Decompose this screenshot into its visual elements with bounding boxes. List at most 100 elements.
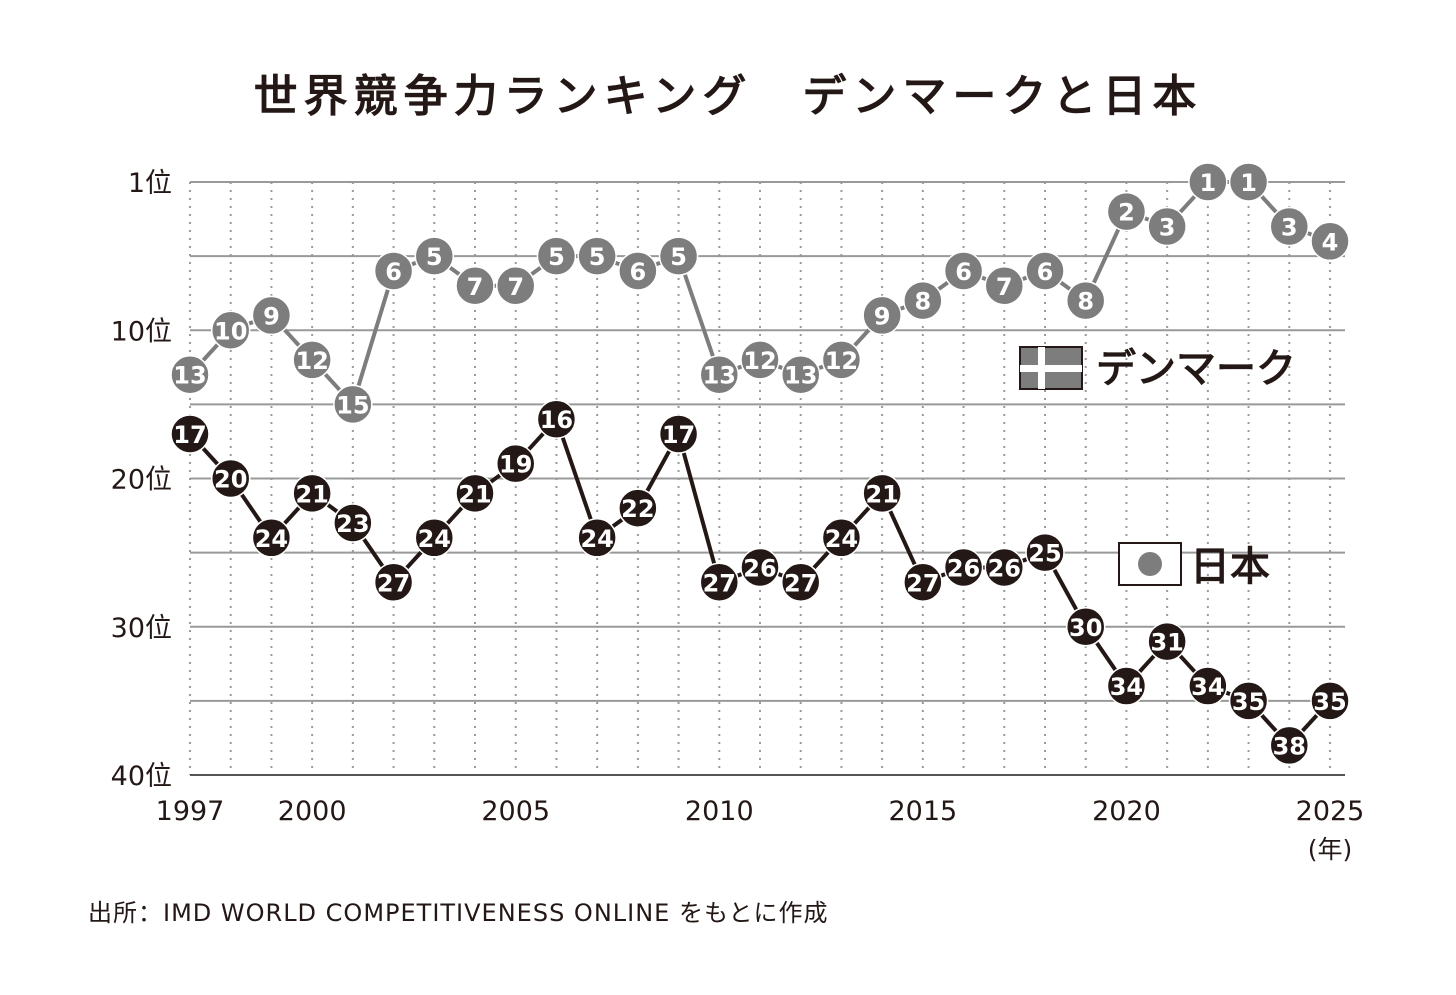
data-label: 13 — [173, 362, 206, 390]
legend-label-denmark: デンマーク — [1096, 346, 1296, 392]
data-point — [780, 562, 821, 603]
data-label: 22 — [621, 495, 654, 523]
data-point — [577, 518, 617, 558]
data-label: 27 — [377, 569, 410, 597]
data-point — [210, 458, 251, 499]
data-point — [455, 473, 495, 514]
data-label: 13 — [784, 362, 817, 390]
data-label: 4 — [1322, 228, 1339, 256]
data-point — [618, 251, 658, 291]
data-point — [984, 266, 1025, 306]
data-label: 7 — [996, 273, 1013, 301]
data-label: 19 — [499, 451, 532, 479]
data-label: 21 — [865, 480, 898, 508]
data-point — [292, 473, 332, 514]
data-point — [1228, 681, 1269, 721]
data-point — [943, 547, 984, 588]
data-label: 31 — [1150, 629, 1183, 657]
data-label: 34 — [1110, 673, 1143, 701]
data-label: 7 — [507, 273, 524, 301]
legend-label-japan: 日本 — [1190, 544, 1270, 590]
y-tick-label: 20位 — [111, 465, 172, 496]
data-label: 13 — [703, 362, 736, 390]
data-label: 3 — [1159, 213, 1176, 241]
data-point — [373, 562, 414, 603]
data-label: 3 — [1281, 213, 1298, 241]
data-label: 6 — [1037, 258, 1054, 286]
data-point — [658, 236, 699, 276]
x-axis-label: (年) — [1308, 835, 1353, 864]
data-label: 26 — [743, 554, 776, 582]
x-tick-label: 2025 — [1296, 796, 1365, 827]
data-point — [292, 340, 332, 380]
data-label: 26 — [947, 554, 980, 582]
y-tick-label: 10位 — [111, 316, 172, 347]
data-point — [210, 310, 251, 350]
data-point — [1310, 681, 1350, 721]
data-point — [780, 354, 821, 395]
y-tick-label: 40位 — [111, 761, 172, 792]
data-label: 24 — [255, 525, 288, 553]
source-note: 出所：IMD WORLD COMPETITIVENESS ONLINE をもとに… — [88, 899, 829, 927]
data-point — [1065, 280, 1106, 321]
data-label: 1 — [1200, 169, 1217, 197]
data-label: 27 — [703, 569, 736, 597]
data-point — [821, 340, 862, 380]
data-point — [1065, 607, 1106, 647]
data-point — [862, 295, 902, 336]
data-point — [658, 414, 699, 454]
data-label: 34 — [1191, 673, 1224, 701]
data-label: 25 — [1028, 540, 1061, 568]
data-label: 24 — [825, 525, 858, 553]
data-label: 21 — [295, 480, 328, 508]
x-tick-label: 1997 — [156, 796, 225, 827]
data-label: 5 — [670, 243, 687, 271]
data-label: 12 — [825, 347, 858, 375]
data-point — [1188, 162, 1228, 202]
data-point — [699, 354, 740, 395]
data-point — [170, 354, 210, 395]
data-point — [1106, 191, 1147, 232]
data-label: 27 — [906, 569, 939, 597]
data-label: 21 — [458, 480, 491, 508]
data-point — [536, 399, 577, 439]
data-point — [251, 518, 292, 558]
y-tick-label: 30位 — [111, 613, 172, 644]
data-label: 6 — [630, 258, 647, 286]
data-point — [618, 488, 658, 528]
data-label: 5 — [426, 243, 443, 271]
data-label: 12 — [295, 347, 328, 375]
data-label: 6 — [955, 258, 972, 286]
data-point — [1228, 162, 1269, 202]
x-tick-label: 2015 — [888, 796, 957, 827]
data-point — [373, 251, 414, 291]
data-point — [1106, 666, 1147, 706]
data-point — [740, 340, 780, 380]
data-label: 38 — [1273, 732, 1306, 760]
data-point — [740, 547, 780, 588]
data-label: 5 — [589, 243, 606, 271]
data-point — [943, 251, 984, 291]
data-point — [1269, 206, 1310, 247]
data-label: 7 — [467, 273, 484, 301]
data-label: 12 — [743, 347, 776, 375]
data-label: 9 — [263, 302, 280, 330]
data-label: 15 — [336, 391, 369, 419]
data-point — [821, 518, 862, 558]
data-point — [903, 280, 943, 321]
x-tick-label: 2000 — [278, 796, 347, 827]
data-label: 35 — [1232, 688, 1265, 716]
data-point — [1269, 725, 1310, 766]
data-point — [903, 562, 943, 603]
data-label: 5 — [548, 243, 565, 271]
data-label: 20 — [214, 466, 247, 494]
denmark-flag-cross — [1020, 365, 1082, 372]
data-label: 30 — [1069, 614, 1102, 642]
data-point — [333, 384, 373, 425]
data-label: 10 — [214, 317, 247, 345]
data-point — [1310, 221, 1350, 262]
data-label: 8 — [915, 288, 932, 316]
data-point — [1147, 206, 1187, 247]
data-label: 27 — [784, 569, 817, 597]
